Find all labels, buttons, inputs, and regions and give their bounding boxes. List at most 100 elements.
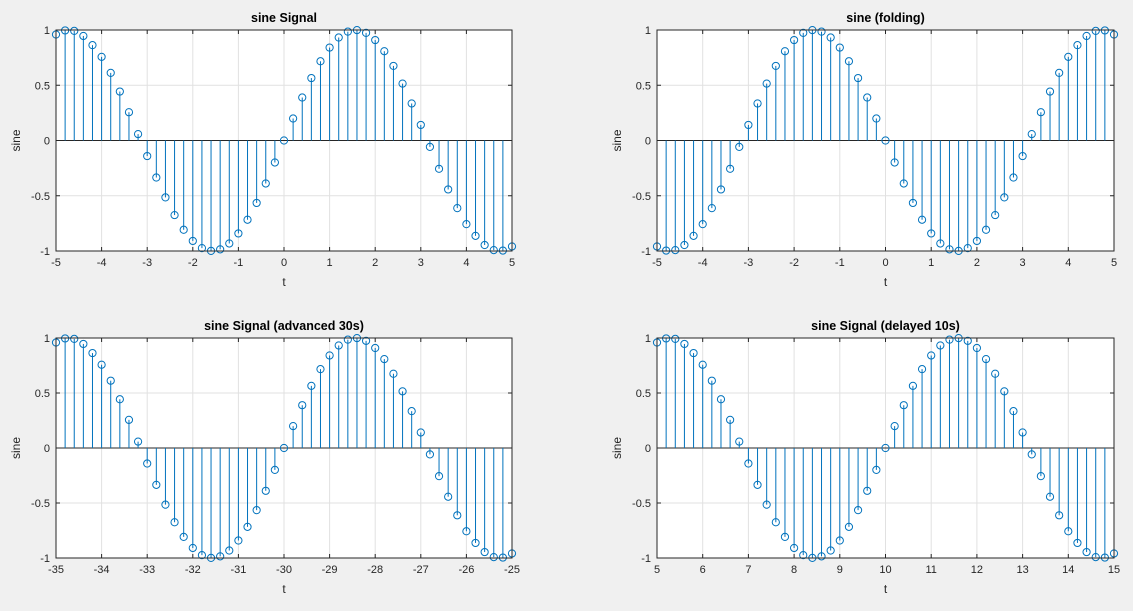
stem-marker bbox=[243, 522, 252, 531]
stem-marker bbox=[735, 142, 744, 152]
stem-marker bbox=[453, 511, 462, 520]
stem-marker bbox=[70, 26, 79, 35]
x-tick-label: -33 bbox=[139, 564, 155, 576]
stem-marker bbox=[361, 28, 371, 37]
stem-marker bbox=[152, 480, 161, 489]
stem-marker bbox=[1036, 108, 1045, 117]
stem-marker bbox=[927, 351, 936, 360]
x-tick-label: 5 bbox=[509, 257, 515, 269]
stem-marker bbox=[188, 543, 197, 553]
stem-marker bbox=[936, 341, 945, 350]
stem-marker bbox=[735, 437, 744, 446]
stem-marker bbox=[389, 369, 398, 378]
stem-marker bbox=[1082, 31, 1091, 41]
x-tick-label: -28 bbox=[367, 564, 383, 576]
x-tick-label: 15 bbox=[1108, 564, 1120, 576]
stem-marker bbox=[1045, 87, 1055, 96]
stem-marker bbox=[671, 246, 680, 255]
stem-marker bbox=[88, 41, 97, 50]
stem-marker bbox=[380, 47, 389, 56]
x-tick-label: -1 bbox=[234, 257, 244, 269]
stem-marker bbox=[343, 27, 352, 36]
subplot-4: 5 6 7 8 9 10 11 12 13 14 15 -1 -0.5 0 0.5 1 sine Signal … bbox=[610, 319, 1120, 596]
stem-marker bbox=[972, 236, 982, 246]
stem-marker bbox=[425, 450, 435, 459]
stem-marker bbox=[689, 348, 698, 358]
stem-marker bbox=[945, 335, 954, 344]
y-axis-label: sine bbox=[9, 129, 23, 151]
stem-marker bbox=[908, 381, 918, 390]
stem-marker bbox=[279, 136, 289, 145]
stem-marker bbox=[425, 142, 435, 152]
stem-marker bbox=[726, 415, 735, 424]
x-tick-label: -5 bbox=[652, 257, 662, 269]
x-tick-label: 2 bbox=[372, 257, 378, 269]
stem-marker bbox=[216, 245, 225, 254]
stem-marker bbox=[115, 395, 124, 404]
y-tick-label: 0 bbox=[645, 443, 651, 455]
stem-marker bbox=[334, 33, 343, 42]
stem-marker bbox=[707, 204, 716, 213]
stem-marker bbox=[179, 532, 188, 541]
stem-marker bbox=[79, 31, 88, 41]
stem-marker bbox=[289, 114, 298, 123]
stem-marker bbox=[79, 339, 88, 349]
stem-marker bbox=[917, 215, 927, 224]
subplot-1: -5 -4 -3 -2 -1 0 1 2 3 4 5 -1 -0.5 0 0.5 1 sine Signal t s… bbox=[9, 11, 517, 289]
x-tick-label: -30 bbox=[276, 564, 292, 576]
stem-marker bbox=[106, 68, 115, 77]
x-tick-label: 5 bbox=[654, 564, 660, 576]
y-tick-label: -0.5 bbox=[31, 498, 50, 510]
y-tick-label: -0.5 bbox=[632, 191, 651, 203]
y-tick-label: 1 bbox=[44, 333, 50, 345]
stem-marker bbox=[1064, 52, 1073, 61]
stem-marker bbox=[298, 93, 307, 102]
y-tick-label: -0.5 bbox=[632, 498, 651, 510]
stem-marker bbox=[434, 472, 444, 481]
stem-marker bbox=[398, 79, 407, 88]
y-tick-label: -1 bbox=[641, 553, 651, 565]
x-tick-label: -5 bbox=[51, 257, 61, 269]
y-tick-label: 1 bbox=[44, 25, 50, 37]
stem-marker bbox=[197, 244, 207, 253]
subplot-2: -5 -4 -3 -2 -1 0 1 2 3 4 5 -1 -0.5 0 0.5 1 sine (folding… bbox=[610, 11, 1119, 289]
stem-marker bbox=[124, 108, 134, 117]
stem-marker bbox=[726, 164, 735, 173]
stem-marker bbox=[334, 341, 343, 350]
x-tick-label: 5 bbox=[1111, 257, 1117, 269]
stem-marker bbox=[899, 179, 908, 188]
stem-marker bbox=[225, 546, 234, 555]
stem-marker bbox=[1000, 193, 1009, 202]
x-tick-label: -35 bbox=[48, 564, 64, 576]
stem-marker bbox=[1055, 511, 1064, 520]
stem-marker bbox=[881, 443, 890, 453]
x-tick-label: -34 bbox=[94, 564, 110, 576]
stem-marker bbox=[152, 173, 161, 182]
stem-marker bbox=[1018, 151, 1027, 161]
y-tick-label: -1 bbox=[40, 246, 50, 258]
stem-marker bbox=[817, 552, 826, 561]
stem-marker bbox=[361, 336, 371, 345]
stem-marker bbox=[161, 193, 170, 202]
x-tick-label: 0 bbox=[281, 257, 287, 269]
x-tick-label: 3 bbox=[418, 257, 424, 269]
stem-marker bbox=[927, 229, 936, 238]
stem-marker bbox=[1064, 527, 1073, 536]
x-tick-label: -29 bbox=[322, 564, 338, 576]
stem-marker bbox=[261, 486, 270, 495]
stem-marker bbox=[380, 355, 389, 364]
stem-marker bbox=[1055, 68, 1064, 77]
x-tick-label: -25 bbox=[504, 564, 520, 576]
stem-marker bbox=[844, 522, 854, 531]
stem-marker bbox=[252, 506, 261, 515]
stem-marker bbox=[972, 343, 982, 353]
stem-marker bbox=[444, 185, 453, 194]
stem-marker bbox=[872, 114, 881, 123]
y-tick-label: 0 bbox=[44, 443, 50, 455]
stem-marker bbox=[753, 99, 762, 108]
stem-marker bbox=[97, 360, 106, 369]
stem-marker bbox=[170, 210, 179, 220]
stem-marker bbox=[252, 198, 261, 208]
stem-marker bbox=[70, 334, 79, 343]
stem-marker bbox=[316, 365, 325, 374]
